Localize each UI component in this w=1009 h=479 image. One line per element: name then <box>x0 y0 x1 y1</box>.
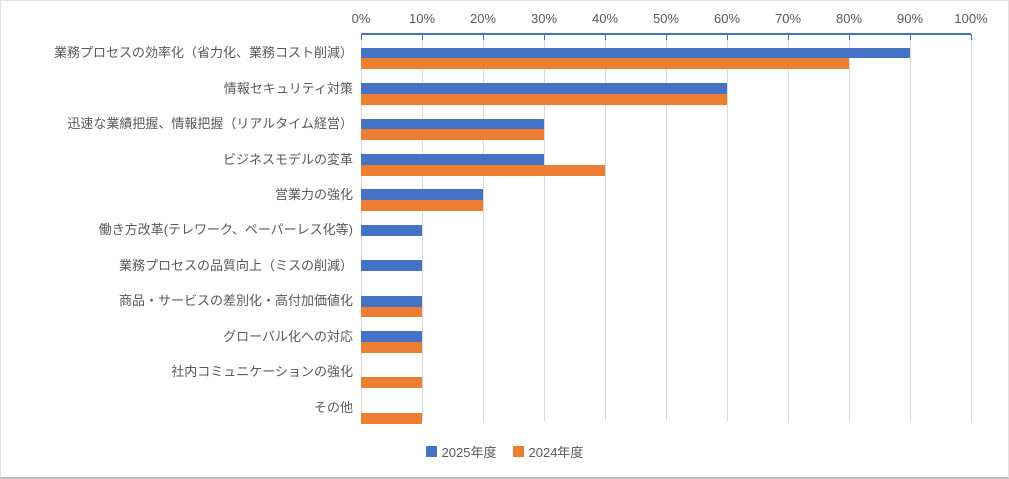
gridline <box>848 34 850 421</box>
legend-item: 2025年度 <box>425 442 497 461</box>
bar-2025年度 <box>361 83 727 94</box>
gridline <box>726 34 728 421</box>
category-axis: 業務プロセスの効率化（省力化、業務コスト削減） 情報セキュリティ対策迅速な業績把握… <box>1 34 353 424</box>
gridline <box>970 34 972 421</box>
axis-tick <box>482 34 484 40</box>
x-axis-tick-label: 100% <box>954 11 988 26</box>
bar-2024年度 <box>361 200 483 211</box>
category-label: 情報セキュリティ対策 <box>223 80 353 96</box>
gridline <box>421 34 423 421</box>
axis-tick <box>787 34 789 40</box>
x-axis-tick-label: 40% <box>591 11 619 26</box>
bar-2024年度 <box>361 342 422 353</box>
bar-2024年度 <box>361 129 544 141</box>
axis-tick <box>909 34 911 40</box>
category-label: 商品・サービスの差別化・高付加価値化 <box>118 293 353 309</box>
gridline <box>909 34 911 421</box>
category-label: 社内コミュニケーションの強化 <box>171 364 353 380</box>
axis-tick <box>604 34 606 40</box>
bar-2024年度 <box>361 58 849 70</box>
bar-2024年度 <box>361 377 422 389</box>
category-label: 業務プロセスの品質向上（ミスの削減） <box>118 257 353 273</box>
category-label: 働き方改革(テレワーク、ペーパーレス化等) <box>98 222 353 238</box>
gridline <box>604 34 606 421</box>
gridline <box>665 34 667 421</box>
plot-area <box>360 33 972 424</box>
axis-tick <box>848 34 850 40</box>
bar-2024年度 <box>361 306 422 318</box>
legend-label: 2024年度 <box>528 445 584 460</box>
legend-item: 2024年度 <box>512 442 584 461</box>
bar-2024年度 <box>361 412 422 424</box>
gridline <box>787 34 789 421</box>
category-label: 迅速な業績把握、情報把握（リアルタイム経営） <box>67 116 353 132</box>
bar-2025年度 <box>361 295 422 307</box>
axis-tick <box>421 34 423 40</box>
axis-tick <box>970 34 972 40</box>
legend-label: 2025年度 <box>441 445 497 460</box>
category-label: その他 <box>313 399 353 415</box>
axis-tick <box>543 34 545 40</box>
category-label: グローバル化への対応 <box>223 328 353 344</box>
x-axis-tick-label: 60% <box>713 11 741 26</box>
legend: 2025年度 2024年度 <box>1 442 1008 461</box>
bar-2025年度 <box>361 260 422 272</box>
x-axis-tick-label: 70% <box>774 11 802 26</box>
bar-2025年度 <box>361 189 483 201</box>
axis-tick <box>726 34 728 40</box>
bar-2025年度 <box>361 224 422 236</box>
x-axis-labels: 0% 10% 20% 30% 40% 50% 60% 70% 80% 90% 100% <box>352 1 988 34</box>
axis-tick <box>360 34 362 40</box>
x-axis-tick-label: 90% <box>896 11 924 26</box>
bar-2024年度 <box>361 93 727 105</box>
legend-swatch <box>425 446 437 457</box>
bar-2025年度 <box>361 118 544 130</box>
category-label: ビジネスモデルの変革 <box>222 151 353 167</box>
x-axis-tick-label: 80% <box>835 11 863 26</box>
x-axis-tick-label: 10% <box>408 11 436 26</box>
bar-2024年度 <box>361 164 605 176</box>
x-axis-tick-label: 30% <box>530 11 558 26</box>
gridline <box>543 34 545 421</box>
axis-tick <box>665 34 667 40</box>
legend-swatch <box>512 446 524 457</box>
bar-2025年度 <box>361 47 910 59</box>
category-label: 営業力の強化 <box>274 187 353 203</box>
category-label: 業務プロセスの効率化（省力化、業務コスト削減） <box>53 45 353 61</box>
x-axis-tick-label: 0% <box>351 11 371 26</box>
x-axis-tick-label: 20% <box>469 11 497 26</box>
bar-2025年度 <box>361 153 544 165</box>
bar-2025年度 <box>361 331 422 343</box>
x-axis-tick-label: 50% <box>652 11 680 26</box>
gridline <box>482 34 484 421</box>
